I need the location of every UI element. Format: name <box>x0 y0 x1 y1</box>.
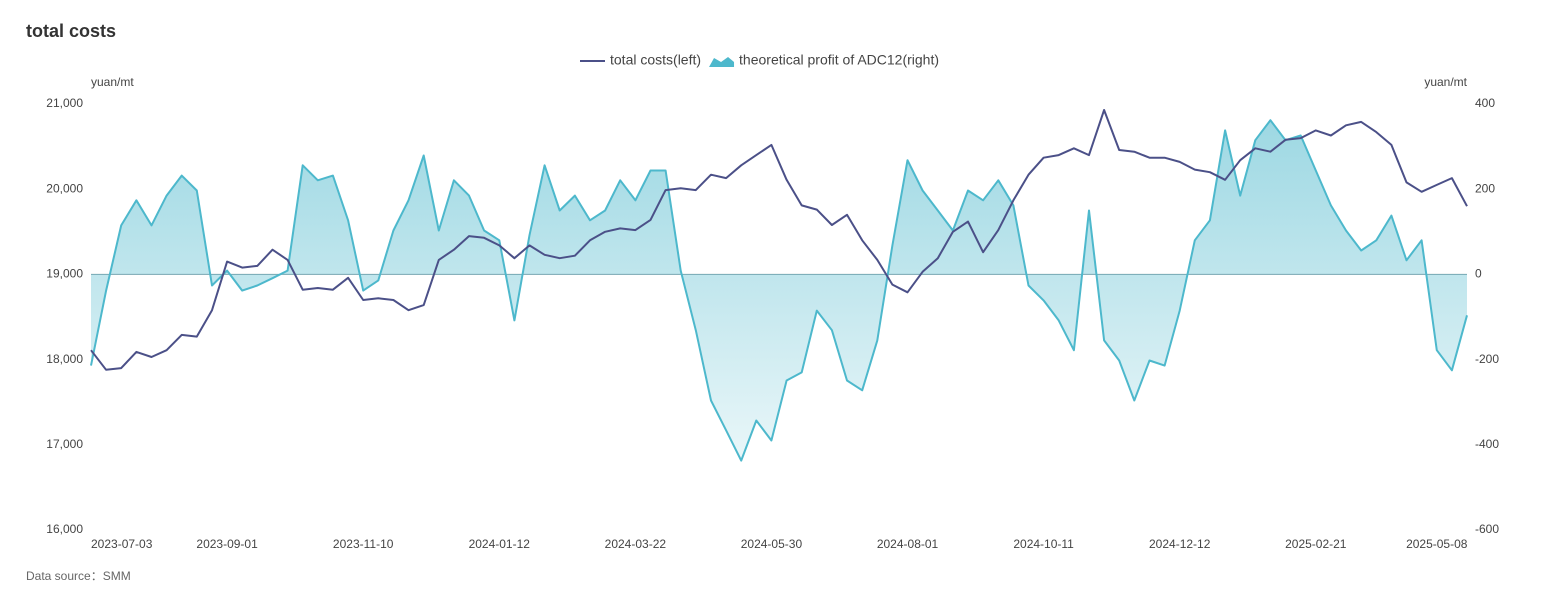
line <box>90 109 1468 371</box>
y-tick-label: 21,000 <box>46 96 83 110</box>
legend-label: total costs(left) <box>610 52 701 68</box>
y2-tick-label: -400 <box>1475 437 1499 451</box>
x-tick-label: 2025-02-21 <box>1285 537 1347 551</box>
x-tick-label: 2023-07-03 <box>91 537 153 551</box>
x-tick-label: 2025-05-08 <box>1406 537 1468 551</box>
y2-tick-label: -200 <box>1475 352 1499 366</box>
legend: total costs(left) theoretical profit of A… <box>580 52 939 68</box>
area-line <box>90 119 1468 462</box>
y2-tick-label: 0 <box>1475 267 1482 281</box>
x-tick-label: 2024-08-01 <box>877 537 939 551</box>
y-axis-label: yuan/mt <box>91 75 134 89</box>
x-tick-label: 2024-05-30 <box>741 537 803 551</box>
legend-label: theoretical profit of ADC12(right) <box>739 52 939 68</box>
y2-tick-label: 400 <box>1475 96 1495 110</box>
y-tick-label: 20,000 <box>46 181 83 195</box>
y2-tick-label: 200 <box>1475 181 1495 195</box>
x-tick-label: 2024-10-11 <box>1013 537 1074 551</box>
y-tick-label: 19,000 <box>46 267 83 281</box>
x-tick-label: 2023-09-01 <box>196 537 258 551</box>
y-tick-label: 18,000 <box>46 352 83 366</box>
y-tick-label: 17,000 <box>46 437 83 451</box>
chart-title: total costs <box>26 21 116 41</box>
y-tick-label: 16,000 <box>46 522 83 536</box>
source: Data source：SMM <box>26 569 131 583</box>
x-tick-label: 2024-01-12 <box>469 537 531 551</box>
legend-icon <box>709 57 735 67</box>
area <box>91 120 1467 461</box>
x-tick-label: 2024-03-22 <box>605 537 667 551</box>
x-tick-label: 2023-11-10 <box>333 537 394 551</box>
y2-tick-label: -600 <box>1475 522 1499 536</box>
x-tick-label: 2024-12-12 <box>1149 537 1211 551</box>
y2-axis-label: yuan/mt <box>1424 75 1467 89</box>
